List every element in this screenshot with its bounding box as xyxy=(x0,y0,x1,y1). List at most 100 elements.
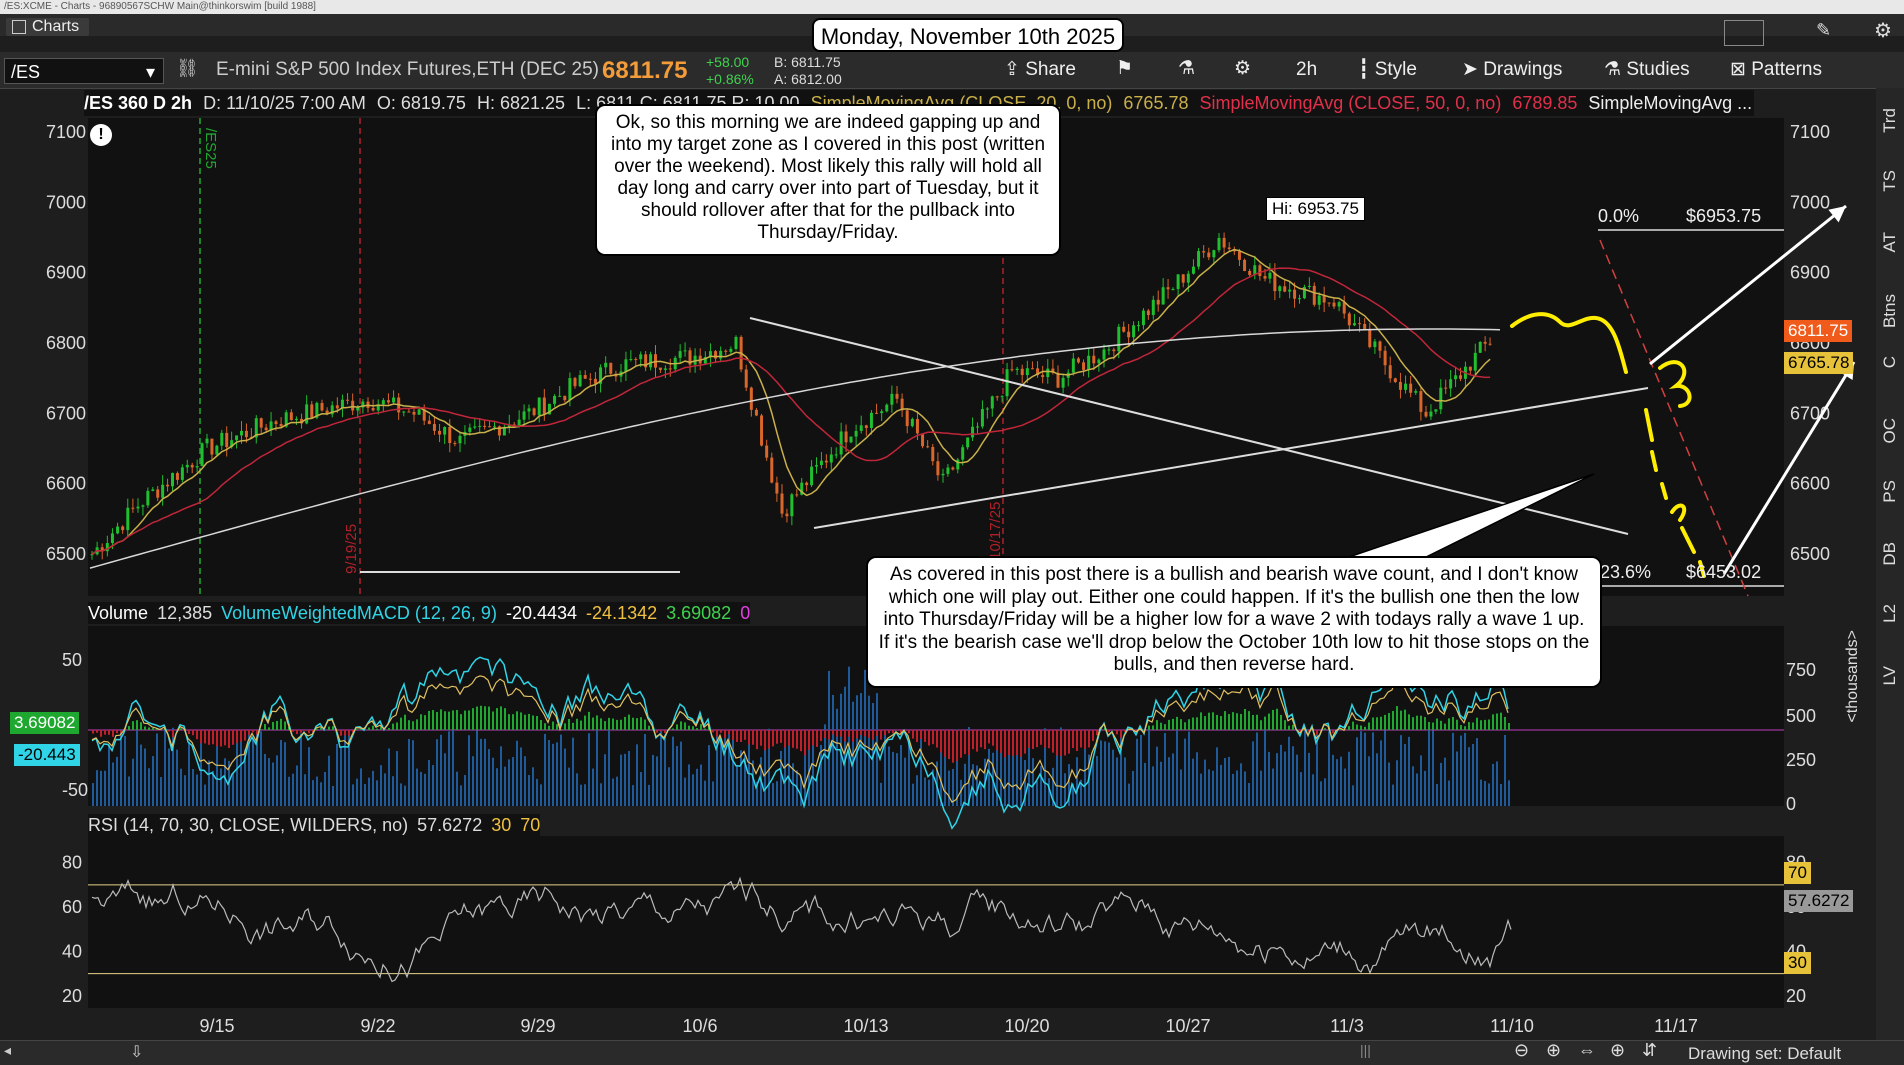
volume-bar xyxy=(868,696,870,806)
volume-bar xyxy=(584,784,586,806)
volume-bar xyxy=(132,759,134,806)
candle-body xyxy=(1439,388,1442,410)
drawing-tool-icon[interactable]: ⇩ xyxy=(130,1042,143,1062)
volume-bar xyxy=(1228,757,1230,806)
candle-body xyxy=(1419,391,1422,412)
volume-bar xyxy=(1224,758,1226,806)
alert-icon[interactable]: ! xyxy=(90,124,112,146)
candle-body xyxy=(1212,250,1215,257)
side-tab-l2[interactable]: L2 xyxy=(1880,604,1900,623)
timeframe-button[interactable]: 2h xyxy=(1296,59,1317,81)
date-tick: 10/13 xyxy=(843,1016,888,1036)
candle-body xyxy=(1454,375,1457,379)
drawings-button[interactable]: ➤ Drawings xyxy=(1462,58,1562,81)
macd-hist-bar xyxy=(1480,720,1482,730)
studies-button[interactable]: ⚗ Studies xyxy=(1604,58,1690,81)
volume-bar xyxy=(320,782,322,806)
side-tab-at[interactable]: AT xyxy=(1880,232,1900,252)
candle-body xyxy=(488,426,491,427)
candle-body xyxy=(402,412,405,413)
link-icon[interactable]: ⛓ xyxy=(176,58,199,79)
side-tab-c[interactable]: C xyxy=(1880,356,1900,368)
side-tab-oc[interactable]: OC xyxy=(1880,418,1900,444)
candle-body xyxy=(1238,251,1241,259)
macd-hist-bar xyxy=(744,730,746,740)
candle-body xyxy=(850,437,853,443)
symbol-value: /ES xyxy=(11,62,40,82)
candle-body xyxy=(1207,253,1210,258)
volume-bar xyxy=(92,783,94,806)
candle-body xyxy=(448,427,451,443)
macd-hist-bar xyxy=(764,730,766,750)
macd-hist-bar xyxy=(196,730,198,739)
candle-body xyxy=(1474,353,1477,371)
volume-tick-left: 50 xyxy=(62,650,82,670)
volume-bar xyxy=(524,756,526,806)
candle-body xyxy=(870,413,873,428)
candle-body xyxy=(1264,276,1267,279)
pin-icon[interactable]: ✎ xyxy=(1816,20,1831,41)
volume-bar xyxy=(1484,781,1486,806)
charts-tab[interactable]: Charts xyxy=(6,18,89,36)
candle-body xyxy=(1223,238,1226,248)
side-tab-db[interactable]: DB xyxy=(1880,542,1900,566)
layout-box[interactable] xyxy=(1724,20,1764,46)
macd-hist-bar xyxy=(248,730,250,735)
zoom-out-icon[interactable]: ⊖ xyxy=(1514,1040,1529,1061)
pan-icon[interactable]: ⇔ xyxy=(1578,1040,1596,1061)
zoom-in-icon[interactable]: ⊕ xyxy=(1546,1040,1561,1061)
flask-icon[interactable]: ⚗ xyxy=(1178,57,1195,80)
side-tab-ts[interactable]: TS xyxy=(1880,170,1900,192)
date-tick: 11/17 xyxy=(1654,1016,1698,1036)
side-tab-btns[interactable]: Btns xyxy=(1880,294,1900,328)
volume-bar xyxy=(724,730,726,806)
cursor-icon: ➤ xyxy=(1462,59,1483,80)
candle-body xyxy=(245,431,248,437)
side-tab-trd[interactable]: Trd xyxy=(1880,108,1900,133)
volume-bar xyxy=(396,751,398,806)
gear-icon[interactable]: ⚙ xyxy=(1874,18,1892,43)
volume-bar xyxy=(1336,759,1338,806)
flag-icon[interactable]: ⚑ xyxy=(1116,57,1133,80)
volume-bar xyxy=(832,695,834,806)
patterns-button[interactable]: ⊠ Patterns xyxy=(1730,58,1822,81)
macd-hist-bar xyxy=(1148,726,1150,730)
macd-hist-bar xyxy=(140,722,142,730)
macd-v1: -20.4434 xyxy=(506,603,577,623)
settings-icon[interactable]: ⚙ xyxy=(1234,57,1251,80)
symbol-input[interactable]: /ES▾ xyxy=(4,58,164,84)
macd-hist-bar xyxy=(92,730,94,734)
volume-bar xyxy=(136,726,138,806)
volume-bar xyxy=(232,773,234,806)
candle-body xyxy=(1323,296,1326,303)
share-button[interactable]: ⇪ Share xyxy=(1004,58,1076,81)
scroll-handle[interactable]: ||| xyxy=(1360,1042,1371,1058)
macd-hist-bar xyxy=(664,730,666,733)
drawing-set-label[interactable]: Drawing set: Default xyxy=(1688,1044,1841,1064)
macd-hist-bar xyxy=(1368,723,1370,730)
scroll-left-icon[interactable]: ◂ xyxy=(4,1042,11,1059)
volume-bar xyxy=(360,768,362,806)
macd-hist-bar xyxy=(1492,714,1494,730)
side-tab-ps[interactable]: PS xyxy=(1880,480,1900,503)
candle-body xyxy=(1187,274,1190,283)
macd-hist-bar xyxy=(580,721,582,730)
candle-body xyxy=(775,483,778,494)
candle-body xyxy=(1318,296,1321,305)
volume-bar xyxy=(1488,783,1490,806)
volume-bar xyxy=(340,747,342,806)
style-button[interactable]: ┇ Style xyxy=(1358,58,1417,81)
volume-bar xyxy=(204,785,206,806)
candle-body xyxy=(111,533,114,543)
volume-bar xyxy=(1460,736,1462,806)
expand-icon[interactable]: ⇵ xyxy=(1642,1040,1657,1061)
macd-hist-bar xyxy=(788,730,790,745)
macd-hist-bar xyxy=(1332,730,1334,733)
candle-body xyxy=(336,405,339,408)
side-tab-lv[interactable]: LV xyxy=(1880,666,1900,686)
volume-bar xyxy=(644,734,646,806)
macd-hist-bar xyxy=(1504,717,1506,730)
volume-bar xyxy=(652,755,654,806)
crosshair-icon[interactable]: ⊕ xyxy=(1610,1040,1625,1061)
macd-hist-bar xyxy=(700,724,702,730)
